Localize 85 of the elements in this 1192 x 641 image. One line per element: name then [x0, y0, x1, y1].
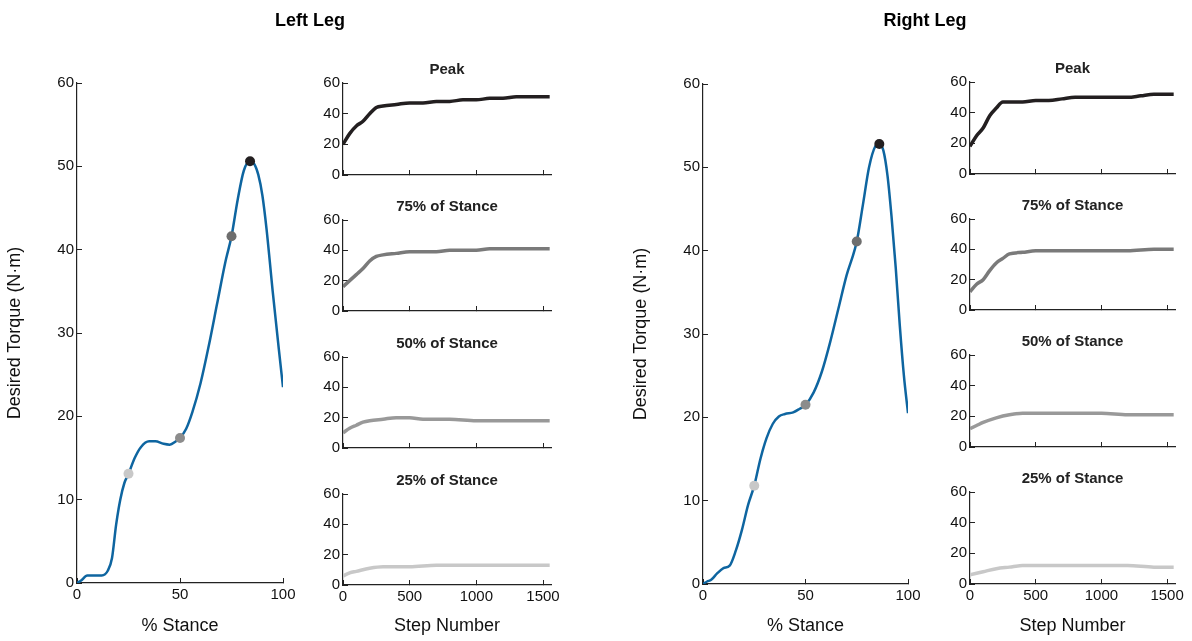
- line-series: [343, 563, 551, 578]
- y-tick-label: 60: [683, 74, 700, 92]
- y-tick-label: 0: [331, 165, 340, 183]
- y-tick-label: 0: [331, 301, 340, 319]
- x-axis-title: % Stance: [141, 615, 219, 636]
- y-tick-label: 20: [950, 543, 967, 561]
- line-series: [970, 247, 1175, 294]
- y-axis-title: Desired Torque (N·m): [629, 247, 650, 421]
- y-tick-label: 30: [57, 323, 74, 341]
- y-tick-label: 50: [57, 156, 74, 174]
- line-series: [970, 411, 1175, 431]
- x-tick-label: 50: [797, 586, 814, 604]
- y-tick-label: 0: [958, 164, 967, 182]
- line-series: [970, 563, 1175, 577]
- point: [800, 399, 811, 410]
- y-tick-label: 60: [323, 347, 340, 365]
- point: [123, 468, 134, 479]
- chart-title: Left Leg: [275, 10, 345, 31]
- y-tick-label: 20: [950, 406, 967, 424]
- y-tick-label: 60: [950, 345, 967, 363]
- chart-title: 75% of Stance: [396, 196, 498, 214]
- chart-title: 25% of Stance: [1021, 468, 1124, 486]
- x-tick-label: 100: [270, 585, 296, 603]
- y-tick-label: 30: [683, 324, 700, 342]
- y-tick-label: 60: [950, 482, 967, 500]
- y-tick-label: 60: [57, 73, 74, 91]
- point: [175, 433, 185, 443]
- x-tick-label: 500: [397, 587, 423, 605]
- chart-title: 25% of Stance: [396, 470, 498, 488]
- x-tick-label: 500: [1023, 586, 1049, 604]
- y-tick-label: 40: [323, 377, 340, 395]
- y-tick-label: 0: [958, 437, 967, 455]
- chart-title: Peak: [1054, 58, 1091, 76]
- y-tick-label: 0: [65, 573, 74, 591]
- y-tick-label: 40: [950, 375, 967, 393]
- y-tick-label: 20: [683, 407, 700, 425]
- chart-title: Peak: [429, 59, 466, 77]
- y-tick-label: 60: [323, 73, 340, 91]
- x-tick-label: 1000: [459, 587, 494, 605]
- chart-title: 50% of Stance: [1021, 331, 1124, 349]
- y-tick-label: 20: [323, 407, 340, 425]
- y-tick-label: 20: [323, 270, 340, 288]
- x-axis-title: Step Number: [1019, 615, 1126, 636]
- y-tick-label: 40: [950, 102, 967, 120]
- y-tick-label: 20: [323, 544, 340, 562]
- y-tick-label: 20: [950, 269, 967, 287]
- chart-title: 75% of Stance: [1021, 195, 1124, 213]
- y-tick-label: 60: [323, 210, 340, 228]
- y-tick-label: 0: [958, 300, 967, 318]
- y-tick-label: 50: [683, 157, 700, 175]
- y-tick-label: 0: [331, 438, 340, 456]
- x-tick-label: 100: [895, 586, 921, 604]
- y-tick-label: 40: [950, 239, 967, 257]
- y-tick-label: 20: [950, 133, 967, 151]
- y-tick-label: 0: [958, 574, 967, 592]
- point: [851, 236, 862, 247]
- chart-title: Right Leg: [883, 10, 967, 31]
- y-tick-label: 20: [57, 406, 74, 424]
- y-tick-label: 60: [950, 209, 967, 227]
- y-axis-title: Desired Torque (N·m): [3, 246, 24, 420]
- y-tick-label: 40: [57, 239, 74, 257]
- x-axis-title: Step Number: [393, 615, 501, 636]
- y-tick-label: 0: [691, 574, 700, 592]
- y-tick-label: 40: [683, 240, 700, 258]
- y-tick-label: 20: [323, 134, 340, 152]
- x-tick-label: 1500: [526, 587, 560, 605]
- x-tick-label: 1000: [1084, 586, 1119, 604]
- x-tick-label: 50: [171, 585, 189, 603]
- x-axis-title: % Stance: [766, 615, 845, 636]
- y-tick-label: 40: [323, 103, 340, 121]
- point: [874, 139, 885, 149]
- line-series: [343, 415, 551, 435]
- y-tick-label: 40: [950, 512, 967, 530]
- y-tick-label: 60: [950, 72, 967, 90]
- y-tick-label: 60: [323, 484, 340, 502]
- y-tick-label: 10: [57, 489, 74, 507]
- point: [226, 231, 237, 242]
- line-series: [343, 247, 551, 289]
- y-tick-label: 10: [683, 490, 700, 508]
- y-tick-label: 40: [323, 514, 340, 532]
- point: [749, 480, 760, 491]
- point: [245, 156, 256, 167]
- y-tick-label: 40: [323, 240, 340, 258]
- x-tick-label: 1500: [1150, 586, 1184, 604]
- chart-title: 50% of Stance: [396, 333, 498, 351]
